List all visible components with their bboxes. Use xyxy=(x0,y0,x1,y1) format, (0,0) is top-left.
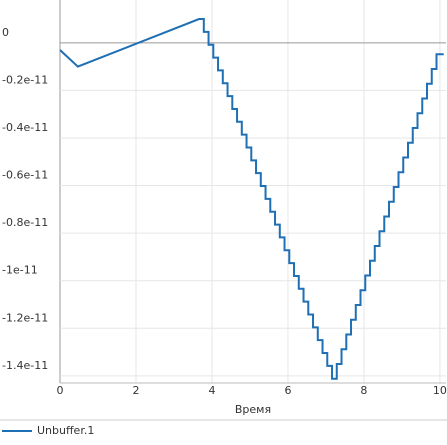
line-series xyxy=(59,18,444,380)
x-tick-label: 6 xyxy=(284,384,291,397)
legend-label: Unbuffer.1 xyxy=(37,424,94,437)
x-tick-label: 0 xyxy=(57,384,64,397)
x-tick-label: 8 xyxy=(360,384,367,397)
y-tick-label: -0.8e-11 xyxy=(2,216,48,229)
y-tick-label: 0 xyxy=(2,26,9,39)
y-tick-label: -0.6e-11 xyxy=(2,169,48,182)
y-tick-label: -0.4e-11 xyxy=(2,121,48,134)
y-tick-label: -1.4e-11 xyxy=(2,359,48,372)
y-tick-label: -1.2e-11 xyxy=(2,311,48,324)
x-tick-label: 2 xyxy=(132,384,139,397)
y-tick-label: -1e-11 xyxy=(2,264,38,277)
x-axis-label: Время xyxy=(235,403,271,416)
y-tick-label: -0.2e-11 xyxy=(2,73,48,86)
x-tick-label: 4 xyxy=(208,384,215,397)
x-tick-label: 10 xyxy=(433,384,447,397)
